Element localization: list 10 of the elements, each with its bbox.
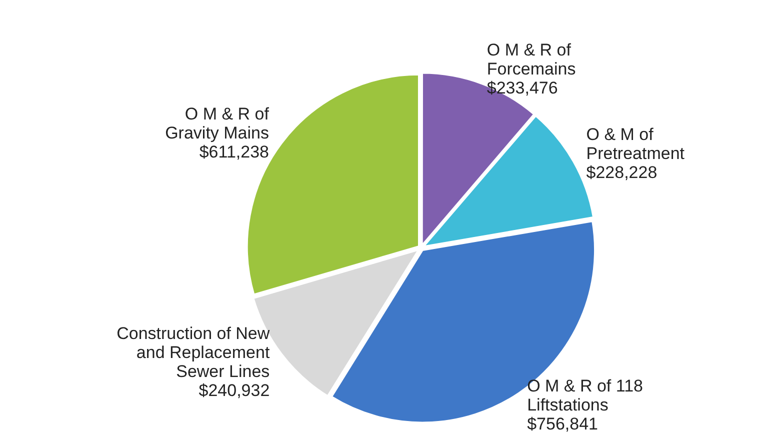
data-label: $228,228: [586, 162, 658, 182]
slice-label: O M & R of Forcemains: [486, 40, 576, 78]
slice-label: O & M of Pretreatment: [586, 124, 685, 163]
slice-label: O M & R of 118 Liftstations: [527, 376, 643, 414]
slice-label: O M & R of Gravity Mains: [165, 104, 270, 143]
data-label: $240,932: [198, 381, 270, 400]
slice-label: Construction of New and Replacement Sewer Lines: [116, 324, 270, 382]
data-label: $611,238: [199, 142, 269, 162]
data-label: $756,841: [527, 414, 598, 434]
data-label: $233,476: [486, 78, 558, 98]
